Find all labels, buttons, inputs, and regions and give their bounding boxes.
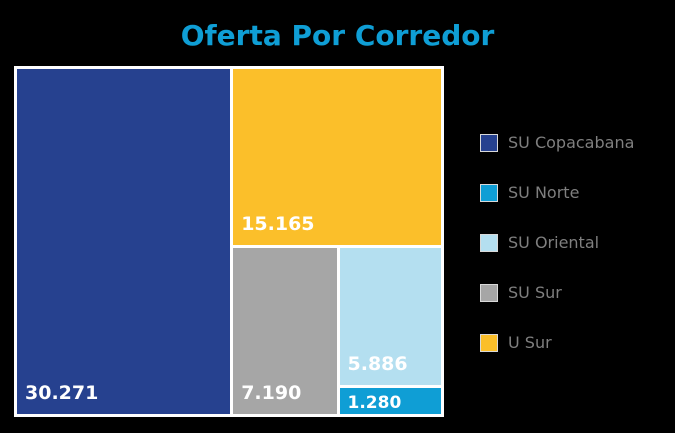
legend-label: SU Norte: [508, 183, 580, 202]
treemap-value-label: 15.165: [241, 212, 315, 235]
treemap-value-label: 30.271: [25, 382, 99, 404]
treemap-value-label: 7.190: [241, 381, 302, 404]
legend-label: SU Copacabana: [508, 133, 635, 152]
legend-swatch: [480, 284, 498, 302]
legend-swatch: [480, 234, 498, 252]
treemap-tile-su-copacabana: 30.271: [17, 69, 231, 414]
treemap-value-label: 5.886: [347, 352, 408, 375]
chart-title: Oferta Por Corredor: [180, 19, 495, 52]
legend-item-su-oriental: SU Oriental: [480, 232, 599, 254]
legend-label: U Sur: [508, 333, 552, 352]
legend-swatch: [480, 334, 498, 352]
treemap-tile-su-sur: 7.190: [233, 247, 337, 414]
legend-item-su-sur: SU Sur: [480, 282, 562, 304]
treemap-value-label: 1.280: [347, 392, 402, 413]
treemap-tile-su-norte: 1.280: [339, 388, 441, 414]
treemap-tile-su-oriental: 5.886: [339, 247, 441, 385]
legend-item-su-copacabana: SU Copacabana: [480, 132, 634, 154]
legend-swatch: [480, 134, 498, 152]
legend-label: SU Sur: [508, 283, 562, 302]
legend-item-u-sur: U Sur: [480, 332, 552, 354]
legend-swatch: [480, 184, 498, 202]
treemap-tile-u-sur: 15.165: [233, 69, 441, 245]
treemap: 30.271 1.280 5.886 7.190 15.165: [14, 66, 444, 417]
legend-item-su-norte: SU Norte: [480, 182, 579, 204]
legend-label: SU Oriental: [508, 233, 600, 252]
